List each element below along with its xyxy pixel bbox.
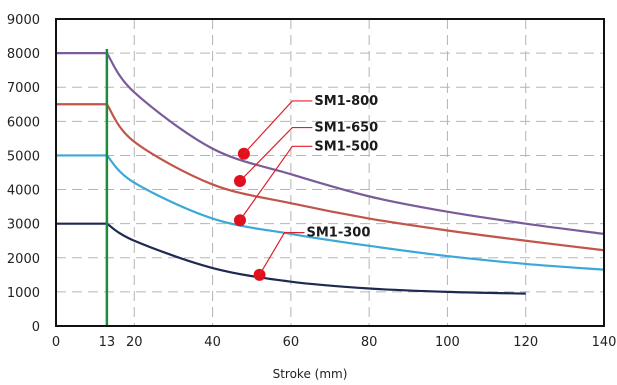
callouts: SM1-800 SM1-650 SM1-500 SM1-300 bbox=[239, 94, 378, 276]
x-tick-label: 60 bbox=[283, 335, 300, 350]
x-tick-labels: 0 13 20 40 60 80 100 120 140 bbox=[52, 335, 617, 350]
series-markers bbox=[233, 147, 266, 281]
y-tick-label: 5000 bbox=[7, 149, 40, 164]
y-tick-label: 4000 bbox=[7, 184, 40, 199]
x-tick-label: 13 bbox=[99, 335, 116, 350]
callout-label-sm1-800: SM1-800 bbox=[314, 94, 378, 109]
y-tick-label: 6000 bbox=[7, 115, 40, 130]
x-tick-label: 0 bbox=[52, 335, 60, 350]
y-tick-label: 2000 bbox=[7, 252, 40, 267]
y-tick-label: 1000 bbox=[7, 286, 40, 301]
plot-frame bbox=[55, 18, 605, 327]
series-line-sm1-800 bbox=[56, 52, 605, 235]
callout-label-sm1-500: SM1-500 bbox=[314, 139, 378, 154]
callout-leader-sm1-650 bbox=[239, 126, 313, 182]
callout-leader-sm1-300 bbox=[259, 232, 305, 276]
series-lines bbox=[56, 49, 605, 326]
x-axis-label: Stroke (mm) bbox=[273, 367, 348, 381]
series-line-sm1-500 bbox=[56, 154, 605, 271]
x-tick-label: 20 bbox=[126, 335, 143, 350]
y-tick-label: 7000 bbox=[7, 81, 40, 96]
y-tick-label: 9000 bbox=[7, 13, 40, 28]
y-tick-label: 3000 bbox=[7, 218, 40, 233]
y-tick-label: 0 bbox=[32, 320, 40, 335]
callout-leader-sm1-500 bbox=[239, 145, 313, 221]
x-tick-label: 80 bbox=[361, 335, 378, 350]
series-line-sm1-300 bbox=[56, 222, 526, 295]
x-tick-label: 40 bbox=[204, 335, 221, 350]
grid bbox=[56, 19, 604, 326]
y-tick-labels: 0 1000 2000 3000 4000 5000 6000 7000 8000 9000 bbox=[7, 13, 40, 335]
series-line-sm1-650 bbox=[56, 103, 605, 252]
x-tick-label: 120 bbox=[513, 335, 538, 350]
callout-leader-sm1-800 bbox=[243, 100, 313, 155]
x-tick-label: 140 bbox=[592, 335, 617, 350]
y-tick-label: 8000 bbox=[7, 47, 40, 62]
callout-label-sm1-650: SM1-650 bbox=[314, 121, 378, 136]
x-tick-label: 100 bbox=[435, 335, 460, 350]
callout-label-sm1-300: SM1-300 bbox=[307, 226, 371, 241]
